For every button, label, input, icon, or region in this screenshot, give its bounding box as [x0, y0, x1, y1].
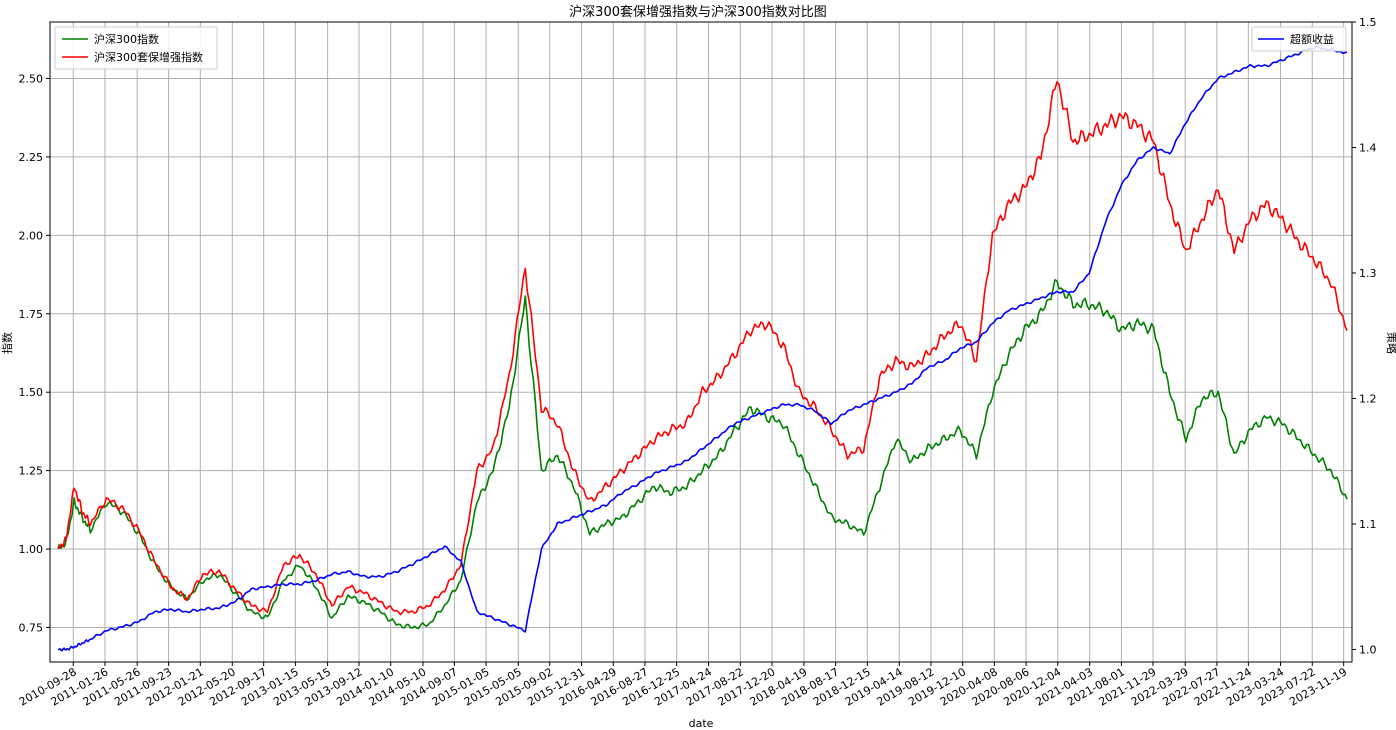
- series-line-2: [57, 81, 1348, 616]
- series-line-3: [57, 45, 1348, 652]
- x-axis-title: date: [689, 717, 714, 730]
- right-tick-label: 1.0: [1359, 643, 1377, 656]
- chart-title: 沪深300套保增强指数与沪深300指数对比图: [569, 4, 827, 20]
- legend-label: 沪深300套保增强指数: [94, 50, 203, 64]
- legend-label: 沪深300指数: [94, 32, 159, 46]
- plot-frame: [49, 21, 1353, 663]
- legend-box: [1251, 26, 1347, 52]
- left-tick-label: 1.75: [19, 308, 44, 321]
- left-tick-label: 0.75: [19, 621, 44, 634]
- left-tick-label: 1.00: [19, 543, 44, 556]
- left-tick-label: 2.50: [19, 72, 44, 85]
- series-line-1: [57, 279, 1348, 630]
- left-y-axis-title: 指数: [0, 332, 14, 354]
- left-tick-label: 2.25: [19, 151, 44, 164]
- left-tick-label: 2.00: [19, 229, 44, 242]
- right-tick-label: 1.2: [1359, 392, 1377, 405]
- right-y-axis-title: 策略: [1385, 332, 1396, 354]
- right-tick-label: 1.5: [1359, 16, 1377, 29]
- legend-label: 超额收益: [1290, 32, 1334, 46]
- legend-right: 超额收益: [1251, 26, 1347, 52]
- right-tick-label: 1.3: [1359, 267, 1377, 280]
- left-y-axis: 0.75 1.00 1.25 1.50 1.75 2.00 2.25 2.50: [19, 72, 50, 634]
- grid: [50, 22, 1352, 662]
- left-tick-label: 1.50: [19, 386, 44, 399]
- legend-box: [54, 26, 218, 70]
- right-tick-label: 1.4: [1359, 141, 1377, 154]
- right-y-axis: 1.0 1.1 1.2 1.3 1.4 1.5: [1352, 16, 1377, 656]
- right-tick-label: 1.1: [1359, 518, 1377, 531]
- left-tick-label: 1.25: [19, 465, 44, 478]
- series-layer: [57, 45, 1348, 652]
